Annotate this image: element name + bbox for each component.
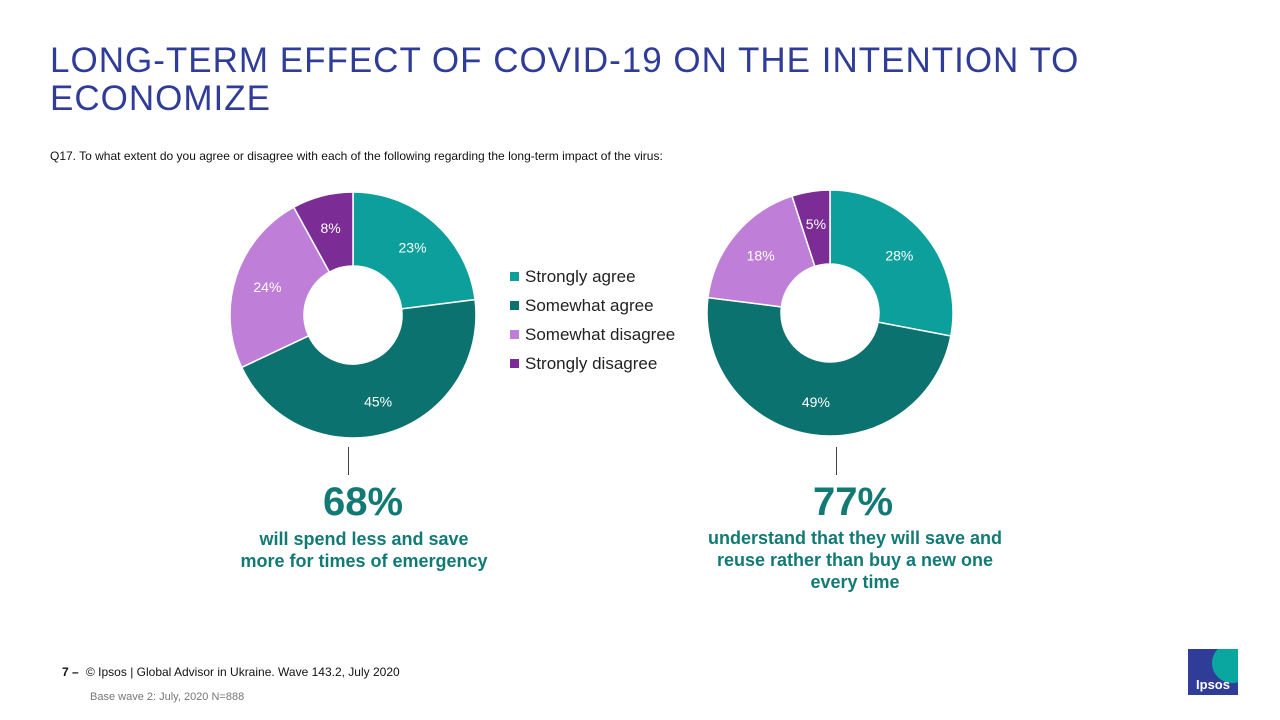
caption-line: every time [810,572,900,592]
donut-chart-reuse: 28% 49% 18% 5% [706,189,954,437]
slice-label-somewhat-agree: 49% [802,394,830,410]
legend: Strongly agree Somewhat agree Somewhat d… [510,262,675,378]
legend-item-strongly-agree: Strongly agree [510,262,675,291]
ipsos-logo: Ipsos [1188,649,1238,695]
page-number: 7 – [62,665,79,679]
slice-label-somewhat-agree: 45% [364,393,392,409]
highlight-caption-reuse: understand that they will save and reuse… [685,527,1025,593]
donut-slice-somewhat-agree [706,296,952,437]
donut-slice-somewhat-disagree [229,206,331,369]
donut-slice-strongly-disagree [292,191,354,274]
caption-line: will spend less and save [259,529,469,549]
legend-swatch-strongly-disagree [510,359,519,368]
caption-line: reuse rather than buy a new one [716,550,994,570]
highlight-value-reuse: 77% [812,480,894,524]
slice-label-strongly-agree: 23% [399,239,427,255]
donut-slice-strongly-agree [352,191,476,310]
connector-line-left [348,447,349,475]
slice-label-somewhat-disagree: 18% [747,248,775,264]
slice-label-strongly-agree: 28% [885,248,913,264]
legend-item-somewhat-disagree: Somewhat disagree [510,320,675,349]
page-title: LONG-TERM EFFECT OF COVID-19 ON THE INTE… [50,41,1080,118]
donut-slice-strongly-disagree [791,189,831,268]
donut-slice-somewhat-agree [240,298,477,439]
slice-label-somewhat-disagree: 24% [253,279,281,295]
highlight-value-spend-less: 68% [322,480,404,524]
legend-label-strongly-disagree: Strongly disagree [525,353,658,373]
legend-swatch-strongly-agree [510,272,519,281]
legend-label-somewhat-agree: Somewhat agree [525,295,654,315]
source-text: © Ipsos | Global Advisor in Ukraine. Wav… [86,665,400,679]
legend-label-somewhat-disagree: Somewhat disagree [525,324,676,344]
legend-item-somewhat-agree: Somewhat agree [510,291,675,320]
logo-text: Ipsos [1196,677,1230,692]
legend-item-strongly-disagree: Strongly disagree [510,349,675,378]
highlight-caption-spend-less: will spend less and save more for times … [214,528,514,572]
legend-swatch-somewhat-disagree [510,330,519,339]
connector-line-right [836,447,837,475]
caption-line: understand that they will save and [707,528,1003,548]
slice-label-strongly-disagree: 8% [321,220,341,236]
donut-slice-strongly-agree [829,189,954,337]
base-text: Base wave 2: July, 2020 N=888 [90,691,245,703]
legend-label-strongly-agree: Strongly agree [525,266,636,286]
question-text: Q17. To what extent do you agree or disa… [50,149,663,163]
slice-label-strongly-disagree: 5% [806,216,826,232]
donut-chart-spend-less: 23% 45% 24% 8% [229,191,477,439]
caption-line: more for times of emergency [240,551,488,571]
donut-slice-somewhat-disagree [707,195,816,308]
legend-swatch-somewhat-agree [510,301,519,310]
